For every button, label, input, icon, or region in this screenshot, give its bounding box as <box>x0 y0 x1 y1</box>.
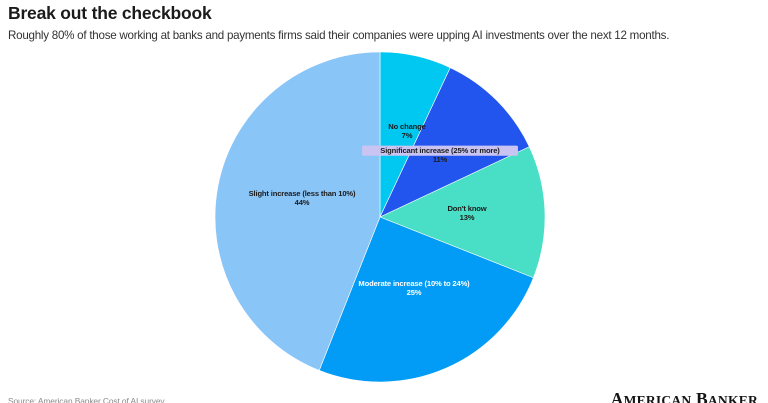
american-banker-logo: AMERICAN BANKER <box>611 390 758 403</box>
slice-label-value: 13% <box>460 213 475 222</box>
pie-slice[interactable] <box>214 51 381 371</box>
slice-label-value: 11% <box>433 155 448 164</box>
chart-header: Break out the checkbook Roughly 80% of t… <box>8 0 760 44</box>
page-title: Break out the checkbook <box>8 3 212 23</box>
logo-word-banker: ANKER <box>707 393 758 403</box>
slice-label-name: Slight increase (less than 10%) <box>249 189 356 198</box>
pie-slice[interactable] <box>318 216 534 383</box>
slice-label-highlight <box>362 145 518 156</box>
pie-slices <box>214 51 546 383</box>
slice-label-name: No change <box>388 122 425 131</box>
chart-subtitle: Roughly 80% of those working at banks an… <box>8 29 670 42</box>
slice-label-value: 7% <box>402 131 413 140</box>
pie-slice[interactable] <box>379 67 530 218</box>
slice-label-value: 25% <box>407 288 422 297</box>
logo-letter-b: B <box>696 389 708 403</box>
slice-label-name: Don't know <box>447 204 486 213</box>
chart-footer: Source: American Banker Cost of AI surve… <box>0 387 768 403</box>
logo-word-american: MERICAN <box>623 393 692 403</box>
pie-slice[interactable] <box>379 146 546 279</box>
logo-letter-a: A <box>610 389 624 403</box>
slice-label-name: Moderate increase (10% to 24%) <box>358 279 470 288</box>
slice-label-value: 44% <box>295 198 310 207</box>
source-note: Source: American Banker Cost of AI surve… <box>8 396 165 403</box>
slice-label-name: Significant increase (25% or more) <box>380 146 500 155</box>
pie-slice[interactable] <box>379 51 451 218</box>
